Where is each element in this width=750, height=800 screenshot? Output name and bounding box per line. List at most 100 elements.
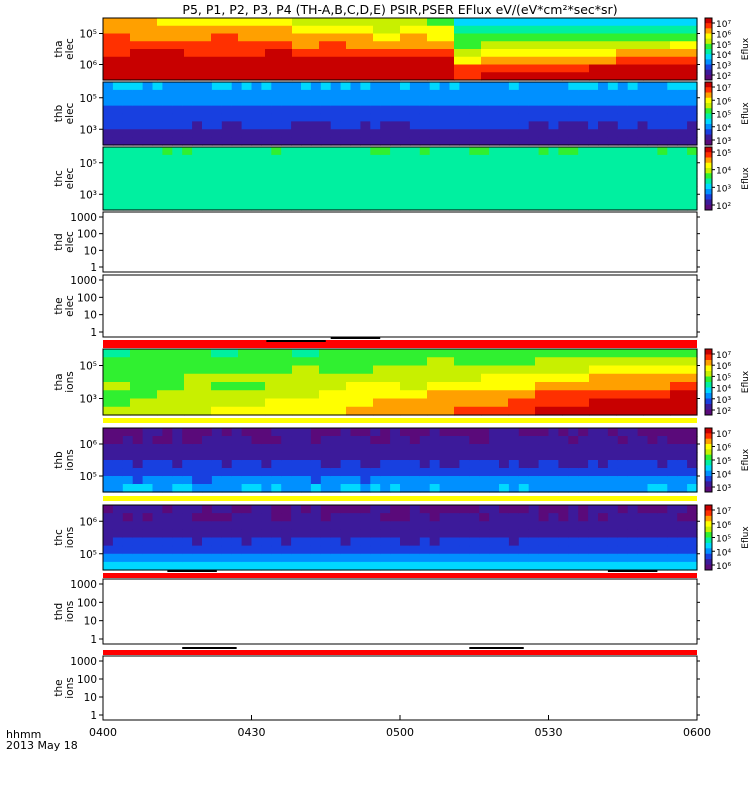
heatmap-cell <box>238 406 266 416</box>
colorbar-swatch <box>705 505 712 509</box>
heatmap-cell <box>677 121 688 130</box>
heatmap-cell <box>419 452 431 461</box>
heatmap-cell <box>589 56 617 66</box>
heatmap-cell <box>627 444 639 453</box>
heatmap-cell <box>152 147 163 156</box>
heatmap-cell <box>202 513 213 522</box>
colorbar-swatch <box>705 384 712 388</box>
heatmap-cell <box>132 444 144 453</box>
heatmap-cell <box>637 147 649 156</box>
heatmap-cell <box>112 513 124 522</box>
heatmap-cell <box>667 97 678 107</box>
heatmap-cell <box>142 186 154 195</box>
heatmap-cell <box>439 436 451 445</box>
heatmap-cell <box>231 468 243 477</box>
heatmap-cell <box>459 89 470 99</box>
colorbar-swatch <box>705 36 712 40</box>
heatmap-cell <box>231 436 243 445</box>
heatmap-cell <box>454 365 482 375</box>
heatmap-cell <box>429 561 441 571</box>
heatmap-cell <box>589 349 617 358</box>
heatmap-cell <box>419 97 431 107</box>
heatmap-cell <box>202 561 213 571</box>
heatmap-cell <box>687 553 698 563</box>
heatmap-cell <box>687 186 698 195</box>
heatmap-cell <box>251 428 262 437</box>
heatmap-cell <box>192 452 203 461</box>
heatmap-cell <box>182 476 193 485</box>
heatmap-cell <box>538 468 550 477</box>
heatmap-cell <box>142 89 154 99</box>
heatmap-cell <box>687 121 698 130</box>
panel-frame <box>102 504 698 571</box>
heatmap-cell <box>538 82 550 91</box>
heatmap-cell <box>687 170 698 180</box>
heatmap-cell <box>538 428 550 437</box>
heatmap-cell <box>103 137 114 146</box>
heatmap-cell <box>291 194 302 203</box>
heatmap-cell <box>202 468 213 477</box>
colorbar-swatch <box>705 362 712 366</box>
heatmap-cell <box>637 460 649 469</box>
heatmap-cell <box>643 64 671 73</box>
heatmap-cell <box>103 357 131 367</box>
heatmap-cell <box>301 460 312 469</box>
heatmap-cell <box>241 428 253 437</box>
heatmap-cell <box>479 468 490 477</box>
heatmap-cell <box>281 147 292 156</box>
heatmap-cell <box>562 382 590 391</box>
heatmap-cell <box>182 162 193 172</box>
heatmap-cell <box>192 436 203 445</box>
heatmap-cell <box>211 82 223 91</box>
heatmap-cell <box>568 452 579 461</box>
heatmap-cell <box>469 97 480 107</box>
heatmap-cell <box>330 537 342 547</box>
heatmap-cell <box>291 428 302 437</box>
heatmap-cell <box>687 113 698 122</box>
heatmap-cell <box>677 89 688 99</box>
heatmap-cell <box>301 162 312 172</box>
heatmap-cell <box>172 537 183 547</box>
colorbar-swatch <box>705 510 712 514</box>
heatmap-cell <box>320 460 332 469</box>
heatmap-cell <box>132 561 144 571</box>
y-tick-label: 1 <box>90 634 97 646</box>
heatmap-cell <box>479 521 490 530</box>
colorbar-swatch <box>705 160 712 164</box>
heatmap-cell <box>202 147 213 156</box>
heatmap-cell <box>184 64 212 73</box>
heatmap-cell <box>687 147 698 156</box>
heatmap-cell <box>617 105 629 115</box>
heatmap-cell <box>221 186 233 195</box>
heatmap-cell <box>643 33 671 42</box>
heatmap-cell <box>103 186 114 195</box>
heatmap-cell <box>429 444 441 453</box>
heatmap-cell <box>221 89 233 99</box>
heatmap-cell <box>346 390 374 400</box>
time-tick-label: 0530 <box>535 726 563 739</box>
heatmap-cell <box>479 154 490 164</box>
heatmap-cell <box>677 545 688 555</box>
heatmap-cell <box>330 484 342 493</box>
heatmap-cell <box>479 545 490 555</box>
heatmap-cell <box>238 365 266 375</box>
heatmap-cell <box>449 129 460 138</box>
heatmap-cell <box>677 170 688 180</box>
heatmap-cell <box>558 553 569 563</box>
heatmap-cell <box>261 89 272 99</box>
heatmap-cell <box>370 521 381 530</box>
heatmap-cell <box>558 113 569 122</box>
heatmap-cell <box>251 147 262 156</box>
heatmap-cell <box>182 129 193 138</box>
heatmap-cell <box>152 170 163 180</box>
heatmap-cell <box>670 25 698 35</box>
heatmap-cell <box>427 64 455 73</box>
heatmap-cell <box>310 476 322 485</box>
heatmap-cell <box>481 390 509 400</box>
heatmap-cell <box>211 529 223 539</box>
heatmap-cell <box>657 178 668 187</box>
heatmap-cell <box>172 154 183 164</box>
heatmap-cell <box>578 505 589 514</box>
heatmap-cell <box>184 25 212 35</box>
heatmap-cell <box>459 97 470 107</box>
